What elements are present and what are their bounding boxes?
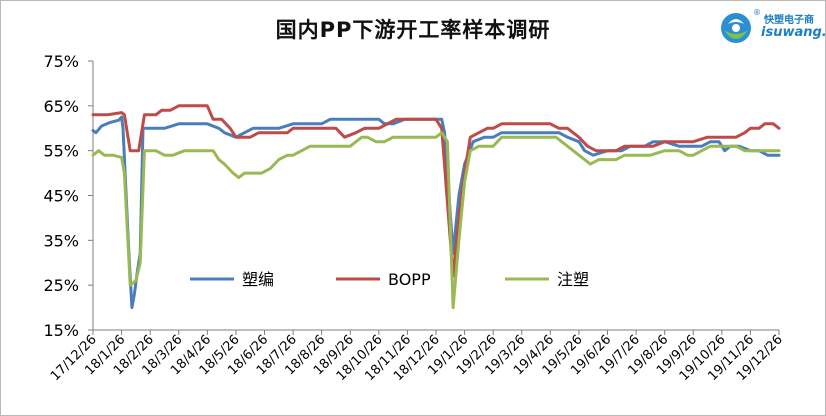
y-axis-ticks: 75% 65% 55% 45% 35% 25% 15% bbox=[43, 52, 93, 340]
y-tick-label: 35% bbox=[43, 231, 79, 250]
legend-label: BOPP bbox=[388, 270, 431, 289]
isuwang-logo: ® 快塑电子商 isuwang.co bbox=[716, 8, 826, 48]
logo-registered-mark: ® bbox=[753, 8, 761, 17]
series-lines bbox=[91, 104, 781, 310]
series-line-注塑 bbox=[91, 131, 781, 310]
legend-label: 塑编 bbox=[242, 270, 274, 289]
y-tick-label: 55% bbox=[43, 142, 79, 161]
chart-legend: 塑编 BOPP 注塑 bbox=[190, 270, 589, 289]
legend-label: 注塑 bbox=[557, 270, 589, 289]
logo-domain: isuwang.co bbox=[761, 25, 826, 40]
y-tick-label: 75% bbox=[43, 52, 79, 71]
logo-mark-icon bbox=[721, 13, 751, 43]
y-tick-label: 15% bbox=[43, 321, 79, 340]
chart-axes bbox=[92, 61, 779, 331]
series-line-BOPP bbox=[91, 104, 781, 278]
chart-title: 国内PP下游开工率样本调研 bbox=[275, 18, 551, 42]
y-tick-label: 45% bbox=[43, 187, 79, 206]
y-tick-label: 65% bbox=[43, 97, 79, 116]
y-tick-label: 25% bbox=[43, 276, 79, 295]
x-axis-ticks: 17/12/2618/1/2618/2/2618/3/2618/4/2618/5… bbox=[48, 330, 786, 384]
logo-chinese-name: 快塑电子商 bbox=[764, 15, 814, 26]
